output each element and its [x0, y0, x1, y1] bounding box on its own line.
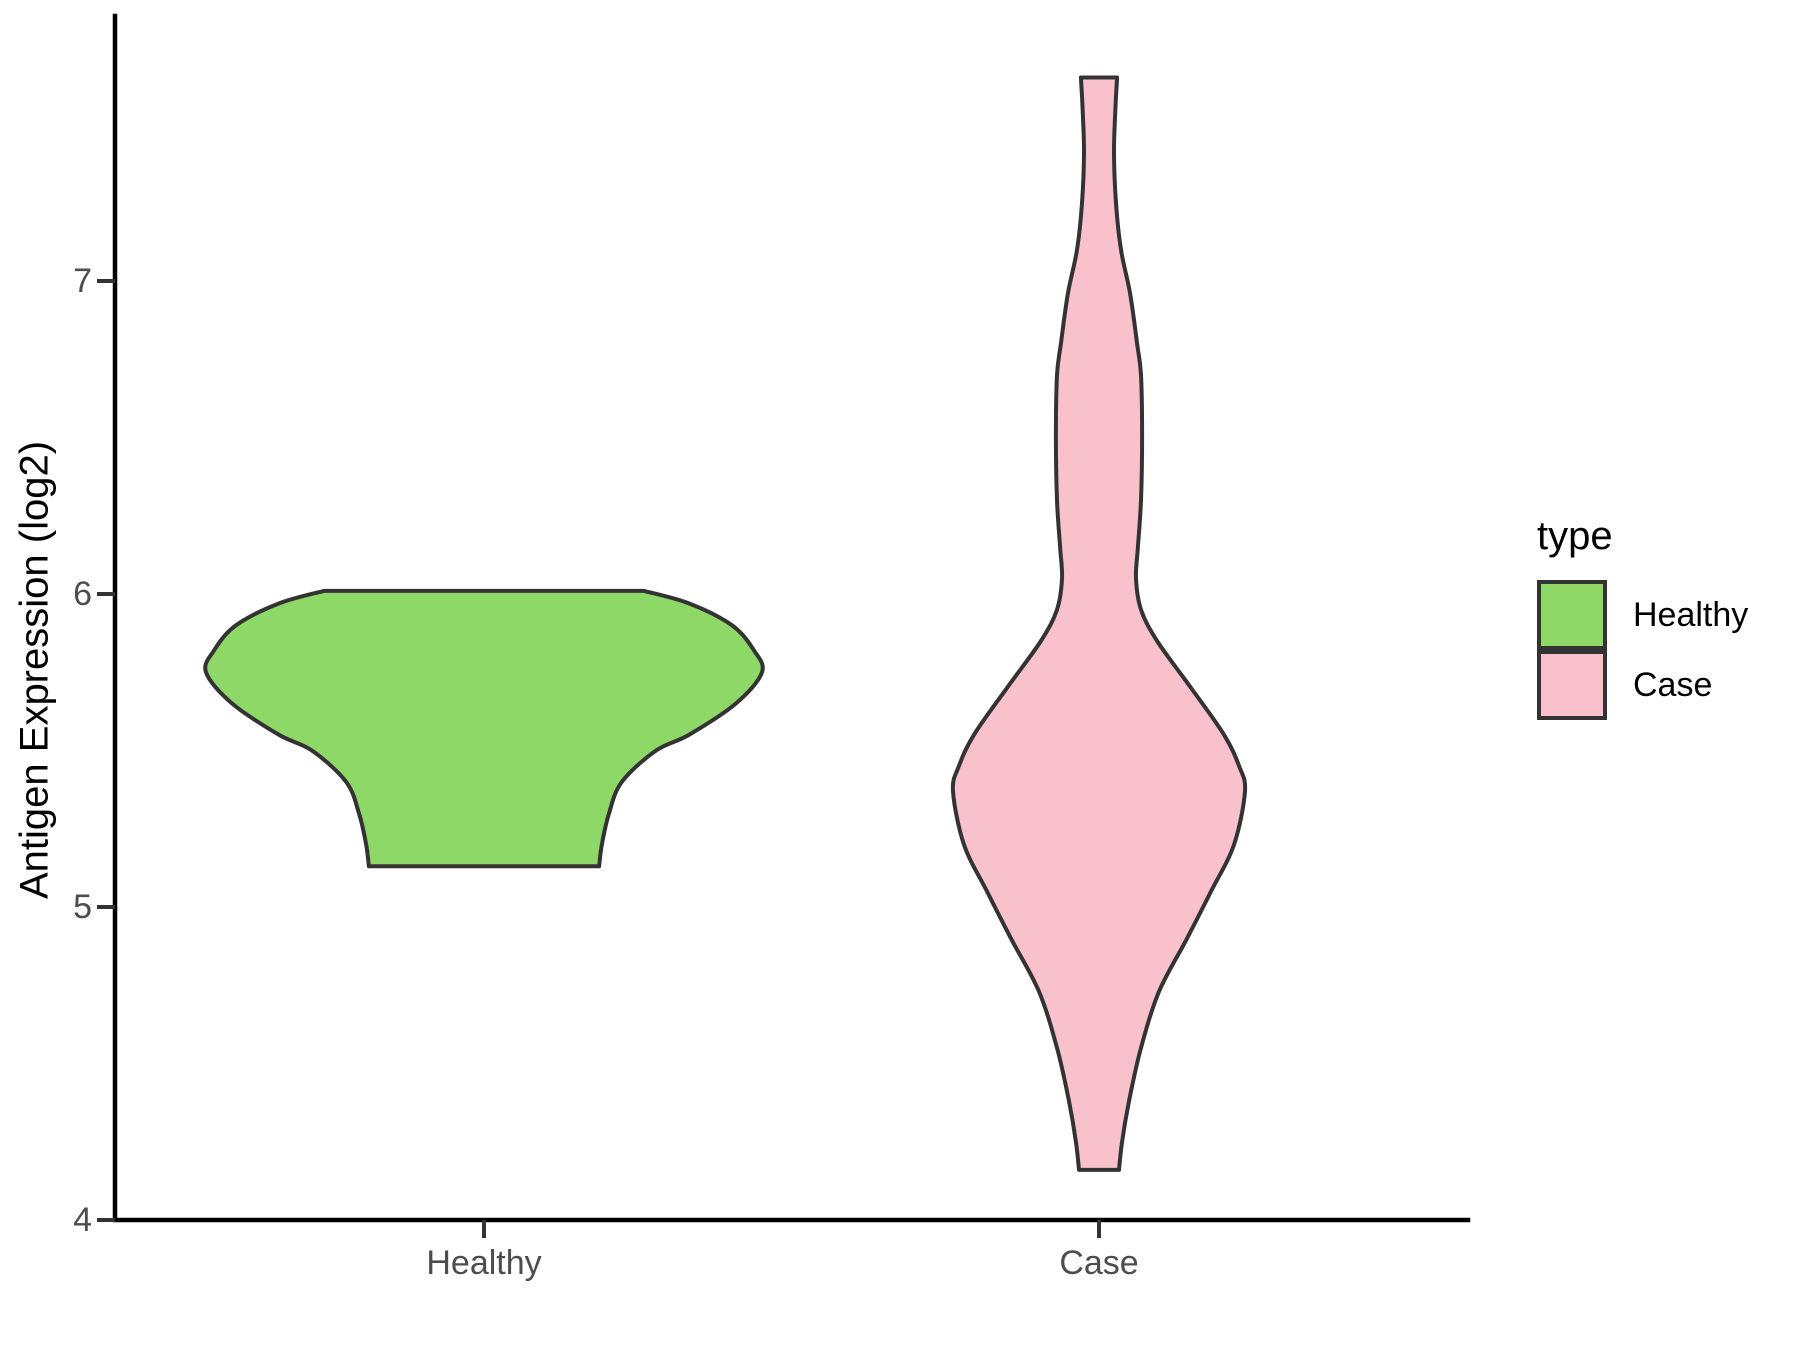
y-tick-label: 5: [73, 888, 92, 926]
violin-group: [203, 75, 1248, 1172]
y-tick-label: 7: [73, 262, 92, 300]
y-tick-label: 4: [73, 1201, 92, 1239]
legend-title: type: [1537, 514, 1613, 558]
violin-healthy: [203, 588, 765, 869]
x-tick-label-healthy: Healthy: [426, 1244, 542, 1282]
violin-case: [950, 75, 1248, 1172]
legend-item-case: Case: [1537, 650, 1748, 720]
y-axis-title: Antigen Expression (log2): [12, 440, 57, 900]
legend: type Healthy Case: [1537, 512, 1748, 720]
y-tick-label: 6: [73, 575, 92, 613]
legend-item-healthy: Healthy: [1537, 580, 1748, 650]
legend-label-healthy: Healthy: [1633, 595, 1749, 634]
legend-swatch-case: [1537, 650, 1607, 720]
legend-swatch-healthy: [1537, 580, 1607, 650]
legend-label-case: Case: [1633, 665, 1713, 704]
x-tick-label-case: Case: [1059, 1244, 1139, 1282]
